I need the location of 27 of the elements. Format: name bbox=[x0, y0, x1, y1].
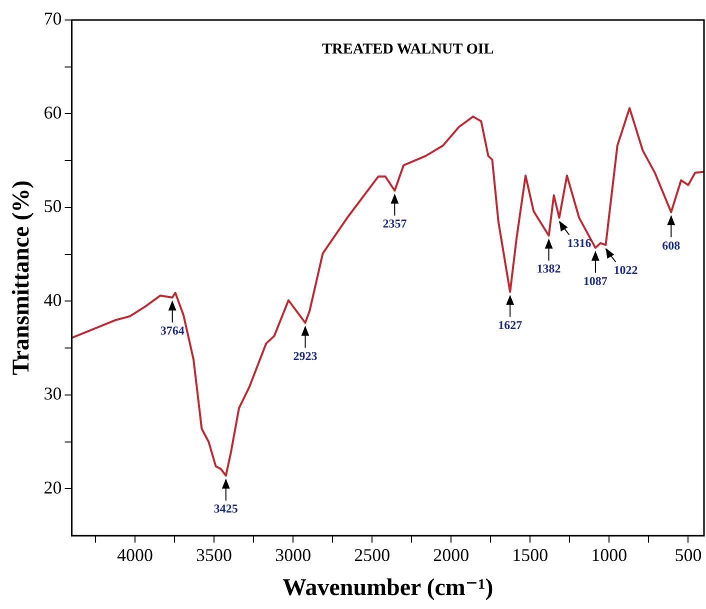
annotation: 1627 bbox=[498, 318, 522, 332]
y-tick-label: 20 bbox=[44, 477, 62, 498]
annotation: 2923 bbox=[293, 348, 318, 363]
y-axis-title: Transmittance (%) bbox=[8, 180, 35, 376]
x-tick-label: 4000 bbox=[117, 545, 154, 566]
annotation: 608 bbox=[662, 238, 680, 252]
y-tick-label: 70 bbox=[44, 8, 62, 29]
x-tick-label: 3500 bbox=[196, 545, 232, 566]
x-axis-title: Wavenumber (cm⁻¹) bbox=[282, 574, 494, 601]
annotation: 3425 bbox=[214, 502, 238, 516]
annotation: 1022 bbox=[614, 263, 638, 278]
y-tick-label: 50 bbox=[44, 196, 62, 216]
x-tick-label: 2000 bbox=[433, 545, 470, 566]
annotation: 1316 bbox=[567, 236, 592, 250]
annotation: 1382 bbox=[536, 262, 561, 276]
x-tick-label: 1000 bbox=[591, 545, 628, 566]
y-tick-label: 30 bbox=[44, 384, 62, 404]
x-tick-label: 3000 bbox=[275, 545, 312, 566]
x-tick-label: 500 bbox=[674, 545, 702, 566]
annotation: 1087 bbox=[583, 274, 608, 288]
x-tick-label: 2500 bbox=[354, 545, 390, 566]
annotation: 2357 bbox=[382, 216, 407, 231]
y-tick-label: 60 bbox=[44, 102, 62, 122]
x-tick-label: 1500 bbox=[512, 545, 548, 566]
text: TREATED WALNUT OIL bbox=[322, 41, 494, 58]
annotation: 3764 bbox=[160, 324, 184, 338]
y-tick-label: 40 bbox=[44, 290, 62, 310]
